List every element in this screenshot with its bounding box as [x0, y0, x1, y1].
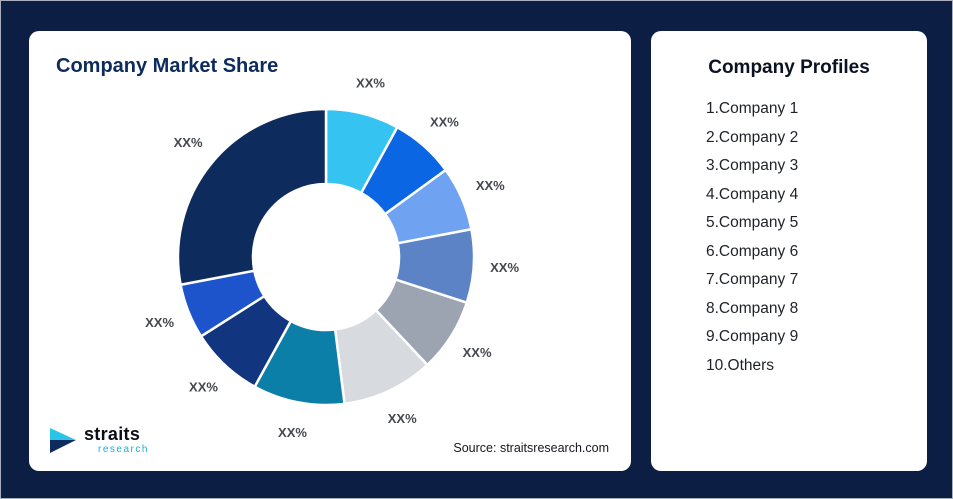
market-share-card: Company Market Share XX% XX% XX% XX% XX% XX% X… — [29, 31, 631, 471]
slice-label-2: XX% — [430, 115, 459, 130]
chart-title: Company Market Share — [56, 55, 279, 77]
list-item-company-1: 1.Company 1 — [706, 100, 799, 117]
logo-straits-wordmark: straits — [84, 424, 141, 444]
slice-label-10: XX% — [174, 135, 203, 150]
company-list: 1.Company 1 2.Company 2 3.Company 3 4.Co… — [651, 95, 927, 380]
list-item-company-3: 3.Company 3 — [706, 157, 799, 174]
logo-research-wordmark: research — [98, 444, 149, 455]
list-item-others: 10.Others — [706, 356, 775, 374]
list-item-company-7: 7.Company 7 — [706, 271, 799, 288]
straits-logo: straits research — [49, 425, 149, 455]
straits-logo-text: straits research — [84, 425, 149, 455]
source-text: Source: straitsresearch.com — [453, 441, 609, 455]
slice-label-3: XX% — [476, 178, 505, 193]
list-item-company-9: 9.Company 9 — [706, 328, 799, 345]
slice-label-5: XX% — [463, 345, 492, 360]
list-item-company-6: 6.Company 6 — [706, 242, 799, 260]
company-profiles-card: Company Profiles 1.Company 1 2.Company 2… — [651, 31, 927, 471]
slice-label-4: XX% — [490, 260, 519, 275]
slice-label-1: XX% — [356, 76, 385, 91]
list-item-company-4: 4.Company 4 — [706, 185, 799, 203]
list-item-company-5: 5.Company 5 — [706, 214, 799, 231]
donut-slice-10 — [176, 107, 328, 286]
list-item-company-2: 2.Company 2 — [706, 128, 799, 146]
donut-chart: XX% XX% XX% XX% XX% XX% XX% XX% XX% XX% — [145, 76, 519, 440]
straits-logo-icon — [50, 428, 76, 453]
slice-label-8: XX% — [189, 380, 218, 395]
slice-label-6: XX% — [388, 411, 417, 426]
slice-label-9: XX% — [145, 315, 174, 330]
list-item-company-8: 8.Company 8 — [706, 299, 799, 317]
slice-label-7: XX% — [278, 425, 307, 440]
profiles-title: Company Profiles — [708, 57, 870, 78]
